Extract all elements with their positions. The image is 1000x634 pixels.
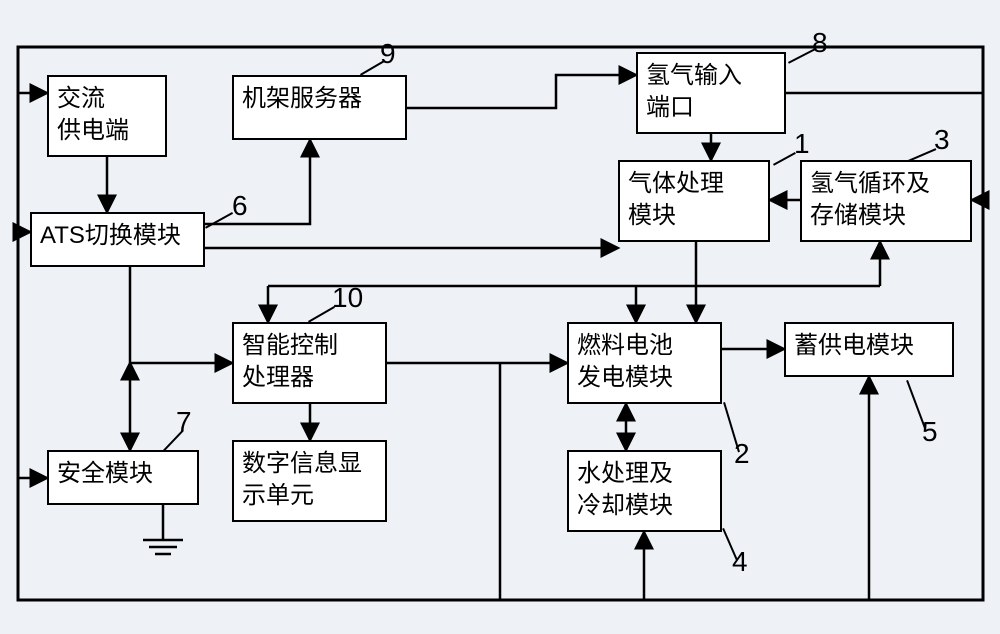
block-label: 氢气循环及	[810, 168, 962, 200]
block-ic_proc: 智能控制处理器	[232, 322, 387, 404]
block-label: ATS切换模块	[40, 220, 195, 252]
block-label: 燃料电池	[577, 330, 712, 362]
block-label: 氢气输入	[646, 60, 776, 92]
block-label: 供电端	[57, 115, 157, 147]
callout-number-3: 3	[934, 124, 950, 156]
block-gas_proc: 气体处理模块	[618, 160, 770, 242]
block-label: 端口	[646, 92, 776, 124]
block-label: 模块	[628, 200, 760, 232]
callout-number-1: 1	[794, 128, 810, 160]
connection-line	[407, 75, 636, 108]
block-digital: 数字信息显示单元	[232, 440, 387, 522]
callout-number-10: 10	[332, 282, 363, 314]
callout-number-6: 6	[232, 190, 248, 222]
block-label: 智能控制	[242, 330, 377, 362]
block-ac_power: 交流供电端	[47, 75, 167, 157]
callout-number-5: 5	[922, 416, 938, 448]
block-label: 发电模块	[577, 362, 712, 394]
diagram-canvas: 交流供电端机架服务器氢气输入端口ATS切换模块气体处理模块氢气循环及存储模块智能…	[0, 0, 1000, 634]
block-label: 存储模块	[810, 200, 962, 232]
block-label: 安全模块	[57, 458, 189, 490]
block-label: 交流	[57, 83, 157, 115]
block-label: 蓄供电模块	[794, 330, 944, 362]
connection-line	[205, 140, 310, 224]
block-label: 示单元	[242, 480, 377, 512]
block-h2_cycle: 氢气循环及存储模块	[800, 160, 972, 242]
block-h2_input: 氢气输入端口	[636, 52, 786, 134]
callout-number-2: 2	[734, 438, 750, 470]
block-label: 处理器	[242, 362, 377, 394]
block-label: 机架服务器	[242, 83, 397, 115]
callout-number-7: 7	[176, 406, 192, 438]
block-label: 冷却模块	[577, 490, 712, 522]
block-fc_gen: 燃料电池发电模块	[567, 322, 722, 404]
block-ats: ATS切换模块	[30, 212, 205, 267]
callout-number-9: 9	[380, 38, 396, 70]
block-water: 水处理及冷却模块	[567, 450, 722, 532]
block-label: 气体处理	[628, 168, 760, 200]
block-label: 水处理及	[577, 458, 712, 490]
callout-number-4: 4	[732, 546, 748, 578]
block-safety: 安全模块	[47, 450, 199, 505]
block-label: 数字信息显	[242, 448, 377, 480]
block-rack_server: 机架服务器	[232, 75, 407, 140]
callout-number-8: 8	[812, 27, 828, 59]
block-power_store: 蓄供电模块	[784, 322, 954, 377]
